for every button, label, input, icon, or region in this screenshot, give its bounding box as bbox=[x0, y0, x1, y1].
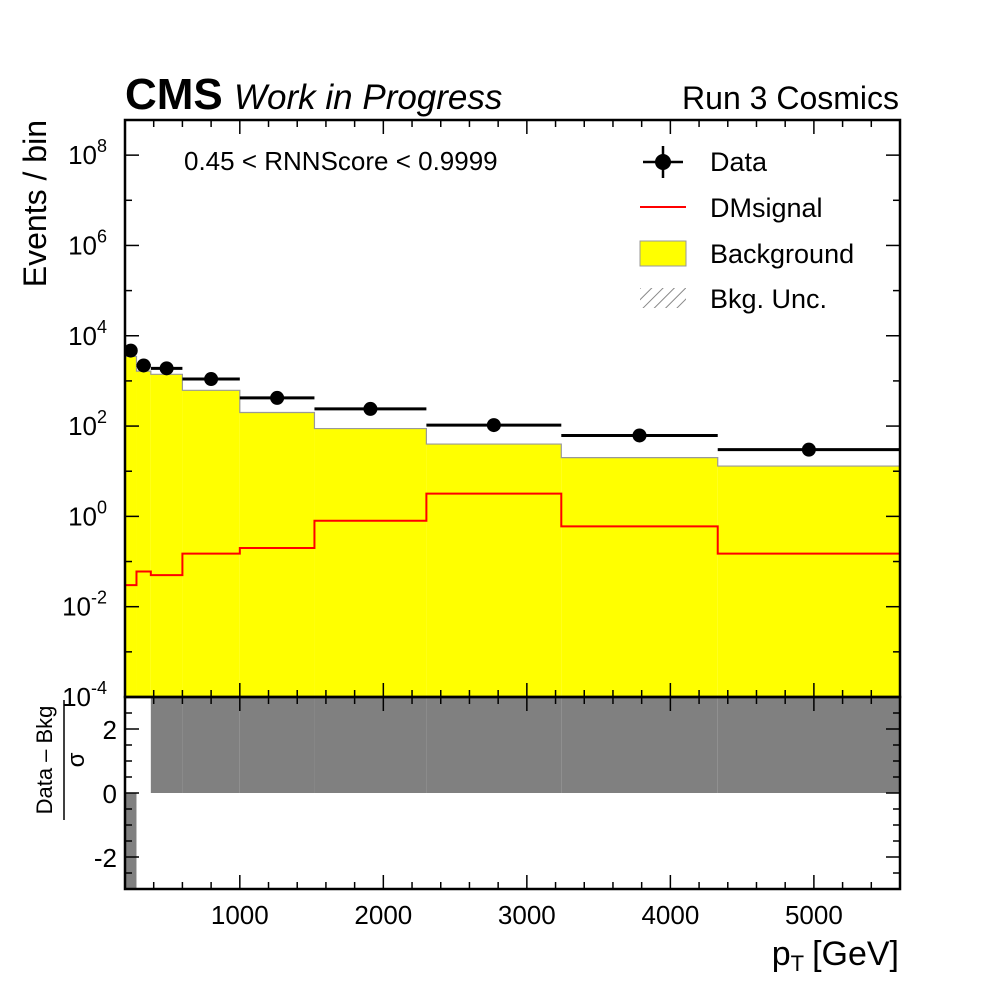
axis-ticks: 1000 2000 3000 4000 5000 10-4 10-2 100 102 104 106… bbox=[62, 120, 901, 930]
legend-unc-swatch bbox=[640, 288, 686, 308]
legend-data-marker bbox=[655, 154, 671, 170]
x-tick-label: 3000 bbox=[498, 900, 556, 930]
background-bin bbox=[182, 390, 240, 697]
x-tick-label: 1000 bbox=[211, 900, 269, 930]
background-bin bbox=[717, 466, 900, 697]
run-label: Run 3 Cosmics bbox=[682, 80, 899, 116]
x-tick-label: 4000 bbox=[641, 900, 699, 930]
ratio-y-axis-label: Data – Bkg σ bbox=[32, 700, 90, 820]
data-point bbox=[159, 361, 174, 376]
x-label-p: p bbox=[772, 935, 791, 973]
x-axis-label: pT [GeV] bbox=[772, 935, 899, 976]
y-tick-label: 106 bbox=[68, 226, 107, 260]
ratio-y-tick-label: 0 bbox=[103, 779, 117, 809]
y-axis-label: Events / bin bbox=[17, 120, 53, 287]
data-point bbox=[363, 401, 378, 416]
ratio-y-tick-label: -2 bbox=[94, 843, 117, 873]
background-bin bbox=[150, 374, 183, 697]
background-bin bbox=[136, 371, 151, 697]
experiment-label: CMS bbox=[125, 70, 223, 119]
x-tick-label: 2000 bbox=[354, 900, 412, 930]
data-point bbox=[632, 428, 647, 443]
x-tick-label: 5000 bbox=[785, 900, 843, 930]
legend-unc-label: Bkg. Unc. bbox=[710, 284, 827, 314]
selection-label: 0.45 < RNNScore < 0.9999 bbox=[184, 146, 498, 176]
x-label-sub: T bbox=[791, 951, 804, 976]
signal-step-line bbox=[125, 492, 900, 587]
legend-background-label: Background bbox=[710, 239, 854, 269]
background-bin bbox=[561, 457, 718, 697]
svg-text:pT[GeV]: pT [GeV] bbox=[772, 935, 899, 976]
status-label: Work in Progress bbox=[234, 78, 502, 117]
y-tick-label: 10-2 bbox=[62, 588, 107, 622]
background-bin bbox=[314, 428, 427, 697]
background-outline bbox=[125, 355, 900, 697]
y-tick-label: 108 bbox=[68, 136, 107, 170]
ratio-bar bbox=[717, 697, 900, 793]
ratio-bar bbox=[182, 697, 240, 793]
data-point bbox=[125, 343, 138, 358]
ratio-plot-area bbox=[125, 697, 900, 889]
legend: Data DMsignal Background Bkg. Unc. bbox=[639, 146, 854, 314]
legend-signal-label: DMsignal bbox=[710, 193, 823, 223]
ratio-bar bbox=[314, 697, 427, 793]
data-point bbox=[136, 358, 151, 373]
background-bin bbox=[426, 444, 562, 697]
x-label-unit: [GeV] bbox=[812, 935, 899, 973]
y-tick-label: 104 bbox=[68, 317, 107, 351]
y-tick-label: 100 bbox=[68, 497, 107, 531]
main-plot-area bbox=[125, 343, 900, 697]
ratio-bar bbox=[239, 697, 315, 793]
y-tick-label: 10-4 bbox=[62, 678, 107, 712]
ratio-bar bbox=[150, 697, 183, 793]
background-bin bbox=[125, 356, 137, 697]
legend-background-swatch bbox=[639, 240, 687, 267]
data-point bbox=[204, 372, 219, 387]
data-point bbox=[270, 390, 285, 405]
legend-data-label: Data bbox=[710, 147, 768, 177]
background-bin bbox=[239, 412, 315, 697]
data-point bbox=[486, 418, 501, 433]
ratio-y-tick-label: 2 bbox=[103, 715, 117, 745]
ratio-y-label-denominator: σ bbox=[63, 752, 90, 767]
data-point bbox=[801, 442, 816, 457]
ratio-frame bbox=[123, 695, 902, 891]
ratio-bar bbox=[426, 697, 562, 793]
ratio-bar bbox=[561, 697, 718, 793]
y-tick-label: 102 bbox=[68, 407, 107, 441]
ratio-y-label-numerator: Data – Bkg bbox=[32, 706, 57, 815]
